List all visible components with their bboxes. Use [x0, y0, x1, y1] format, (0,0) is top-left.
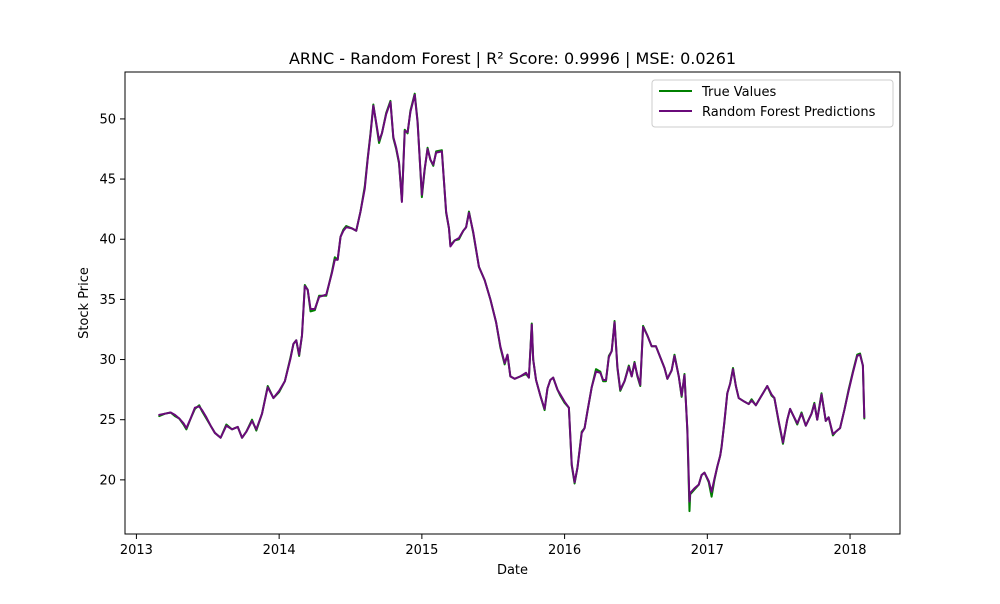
y-tick-label: 35 [99, 293, 116, 308]
x-tick-label: 2018 [833, 543, 866, 558]
y-tick-label: 40 [99, 233, 116, 248]
legend-label-predictions: Random Forest Predictions [702, 105, 876, 120]
series-layer [158, 92, 866, 513]
x-tick-label: 2015 [405, 543, 438, 558]
axes-frame [124, 71, 901, 535]
x-tick-label: 2013 [120, 543, 153, 558]
series-line-predictions [158, 93, 866, 503]
y-tick-label: 30 [99, 353, 116, 368]
legend: True Values Random Forest Predictions [651, 79, 894, 128]
x-tick-label: 2017 [691, 543, 724, 558]
y-tick-label: 45 [99, 173, 116, 188]
y-tick-label: 20 [99, 473, 116, 488]
y-axis-label: Stock Price [77, 267, 92, 339]
x-tick-label: 2014 [263, 543, 296, 558]
legend-box [651, 79, 894, 128]
y-tick-label: 50 [99, 112, 116, 127]
x-axis-label: Date [497, 563, 528, 578]
x-axis: 2013 2014 2015 2016 2017 2018 [120, 534, 867, 558]
y-axis: 20 25 30 35 40 45 50 [99, 112, 125, 488]
chart-title: ARNC - Random Forest | R² Score: 0.9996 … [289, 49, 736, 68]
y-tick-label: 25 [99, 413, 116, 428]
x-tick-label: 2016 [548, 543, 581, 558]
plot-area [124, 71, 901, 535]
legend-label-true-values: True Values [701, 85, 776, 100]
